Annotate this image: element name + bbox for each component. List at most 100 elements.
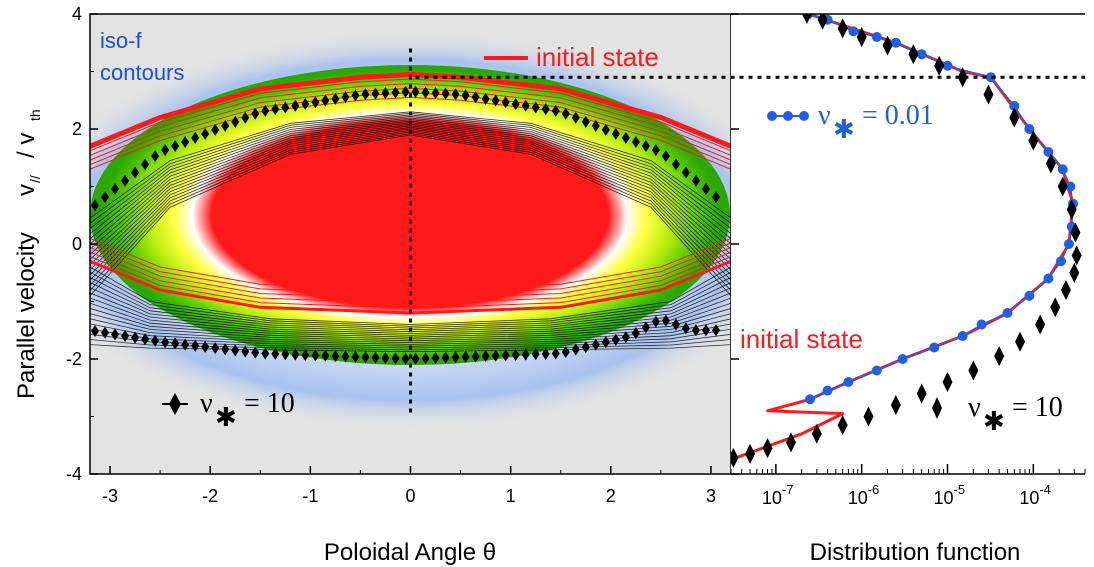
nu10-marker <box>221 343 230 356</box>
nu10-marker <box>711 191 720 204</box>
nu10-marker <box>141 333 150 346</box>
nu10-marker <box>171 139 180 152</box>
left-y-tick-label: -4 <box>66 464 82 484</box>
nu10-legend-value: = 10 <box>244 388 295 419</box>
nu001-data-point <box>1009 101 1020 111</box>
nu10-marker <box>381 352 390 365</box>
nu10-marker <box>351 89 360 102</box>
nu10-marker <box>551 347 560 360</box>
nu10-marker <box>371 351 380 364</box>
right-x-tick-label-base: 10 <box>848 488 868 508</box>
nu10-data-point <box>762 438 773 459</box>
nu001-data-point <box>1024 124 1035 134</box>
nu10-marker <box>551 104 560 117</box>
nu10-marker <box>101 191 110 204</box>
right-x-tick-label-exponent: -7 <box>782 482 794 497</box>
iso-f-contour-line <box>90 114 731 329</box>
right-x-tick-label-exponent: -5 <box>954 482 966 497</box>
nu10-marker <box>241 111 250 124</box>
nu10-marker <box>511 97 520 110</box>
nu10-marker <box>701 324 710 337</box>
nu10-marker <box>621 331 630 344</box>
nu10-legend-diamond-icon <box>169 393 181 415</box>
nu10-marker <box>231 115 240 128</box>
nu10-data-point <box>1015 331 1026 352</box>
nu10-marker <box>351 350 360 363</box>
nu001-data-point <box>805 394 816 405</box>
nu10-marker <box>471 91 480 104</box>
nu10-marker <box>541 347 550 360</box>
left-x-tick-label: -3 <box>102 486 118 506</box>
left-x-tick-label: 3 <box>706 486 716 506</box>
right-x-tick-label-base: 10 <box>1019 488 1039 508</box>
nu10-marker <box>201 340 210 353</box>
nu10-marker <box>301 97 310 110</box>
initial-state-thin-line <box>90 83 731 156</box>
iso-f-contour-line <box>90 129 731 347</box>
nu10-marker <box>691 174 700 187</box>
nu10-marker <box>131 331 140 344</box>
nu001-legend: ν ✱ = 0.01 <box>767 100 934 144</box>
nu001-data-point <box>871 32 882 42</box>
left-x-tick-label: 0 <box>405 486 415 506</box>
nu001-data-point <box>957 331 968 341</box>
nu10-data-point <box>837 415 848 436</box>
right-y-ticks <box>731 13 739 475</box>
nu001-data-point <box>843 377 854 387</box>
distribution-background <box>731 14 1085 474</box>
nu10-marker <box>501 349 510 362</box>
nu10-marker <box>581 341 590 354</box>
nu10-marker <box>321 94 330 107</box>
right-x-tick-label-exponent: -6 <box>868 482 880 497</box>
nu10-marker <box>561 346 570 359</box>
iso-f-contour-line <box>90 119 731 335</box>
nu10-marker <box>291 99 300 112</box>
nu10-marker <box>481 350 490 363</box>
nu10-marker <box>231 344 240 357</box>
nu001-data-point <box>1002 308 1013 318</box>
nu10-marker <box>531 348 540 361</box>
nu10-marker <box>401 85 410 98</box>
nu10-data-point <box>1066 199 1077 220</box>
nu10-marker <box>211 342 220 355</box>
nu10-marker <box>111 328 120 341</box>
nu10-data-point <box>837 18 848 39</box>
nu10-data-point <box>957 67 968 88</box>
nu10-data-point <box>856 27 867 47</box>
nu10-marker <box>261 347 270 360</box>
nu001-legend-marker <box>767 111 777 121</box>
nu10-marker <box>391 352 400 365</box>
nu10-marker <box>121 174 130 187</box>
nu10-marker <box>461 350 470 363</box>
nu10-legend-right-nu: ν <box>968 392 981 423</box>
iso-f-label-line2: contours <box>100 60 184 85</box>
nu10-marker <box>691 324 700 337</box>
nu10-marker <box>611 333 620 346</box>
nu10-marker <box>331 92 340 105</box>
iso-f-contour-line <box>90 125 731 342</box>
nu001-data-point <box>1055 256 1066 267</box>
nu10-marker <box>631 327 640 340</box>
nu10-data-point <box>916 383 927 404</box>
nu10-separatrix-markers <box>91 85 720 365</box>
nu10-data-point <box>1071 245 1082 266</box>
x-axis-label-right: Distribution function <box>810 539 1021 566</box>
nu10-marker <box>641 139 650 152</box>
nu10-data-point <box>863 406 874 427</box>
left-y-tick-label: 0 <box>72 234 82 254</box>
nu001-data-point <box>929 342 940 353</box>
nu10-marker <box>421 352 430 365</box>
nu10-marker <box>311 349 320 362</box>
nu10-data-point <box>934 55 945 76</box>
iso-f-contour-line <box>90 115 731 331</box>
initial-state-legend-label: initial state <box>536 42 659 72</box>
nu10-data-point <box>968 360 979 381</box>
nu10-marker <box>251 346 260 359</box>
nu10-marker <box>101 326 110 339</box>
nu10-data-point <box>1009 107 1020 128</box>
nu10-data-point <box>882 35 893 56</box>
nu10-marker <box>461 89 470 102</box>
nu10-marker <box>431 352 440 365</box>
nu10-marker <box>541 103 550 116</box>
nu10-marker <box>181 338 190 351</box>
